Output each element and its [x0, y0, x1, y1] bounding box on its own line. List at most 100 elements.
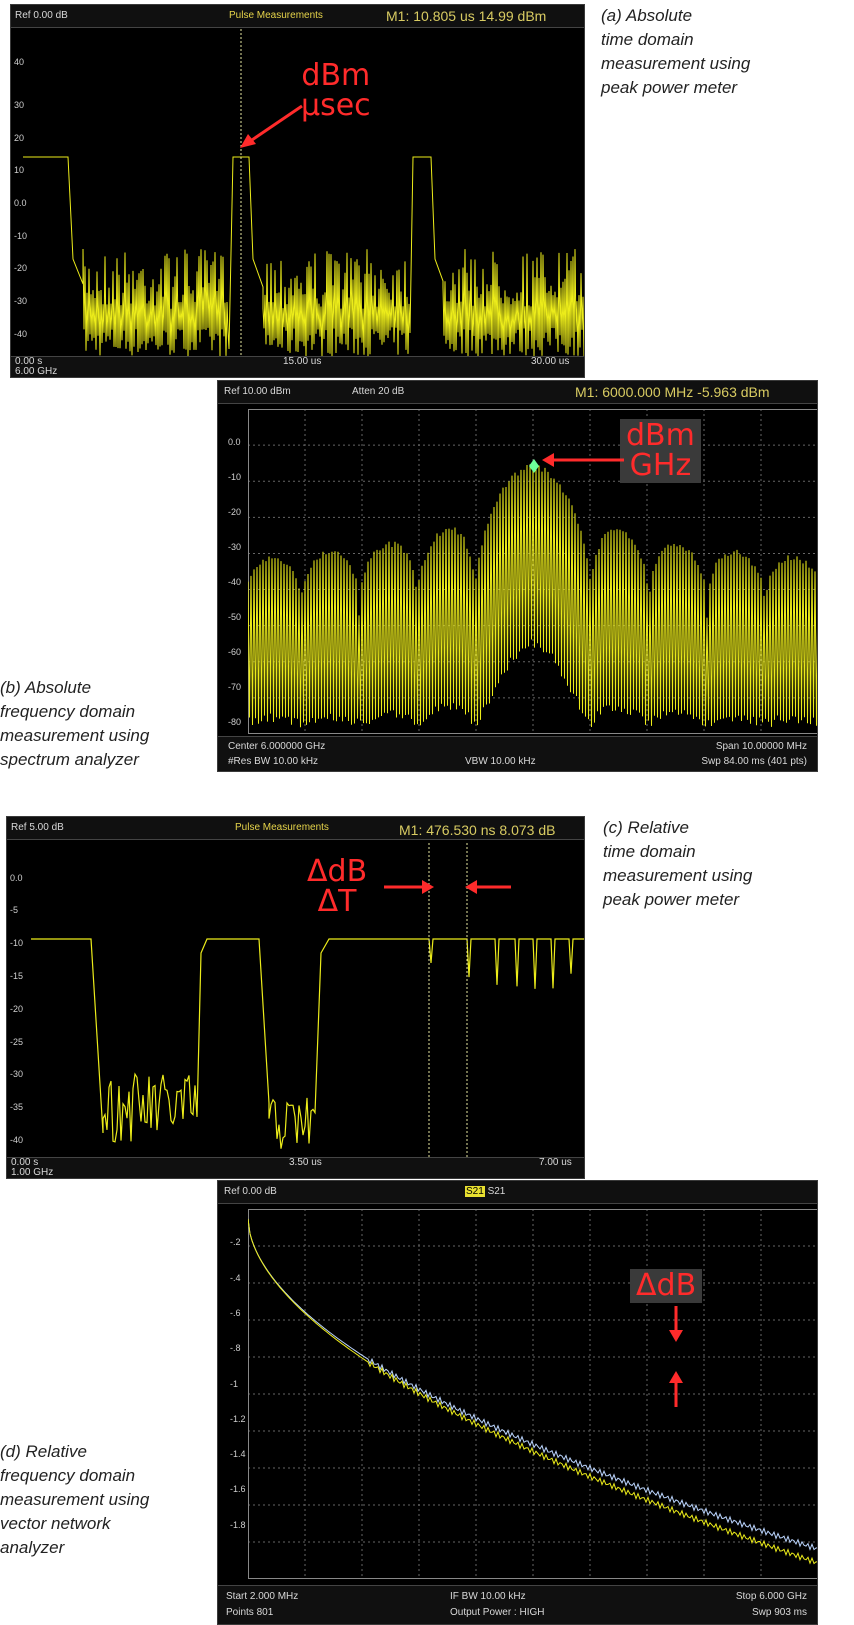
caption-d: (d) Relative frequency domain measuremen… — [0, 1442, 150, 1557]
panel-c-y-tick: -20 — [10, 1004, 24, 1014]
panel-d-y-tick: -1.2 — [230, 1414, 246, 1424]
caption-a: (a) Absolute time domain measurement usi… — [601, 6, 751, 97]
panel-a-marker-readout: M1: 10.805 us 14.99 dBm — [386, 8, 547, 24]
panel-a-y-tick: 30 — [14, 100, 25, 110]
panel-d-callout-arrow-down — [669, 1306, 683, 1342]
panel-b-footer: Center 6.000000 GHz Span 10.00000 MHz #R… — [218, 736, 817, 771]
caption-c: (c) Relative time domain measurement usi… — [603, 818, 753, 909]
panel-a-y-tick: 0.0 — [14, 198, 27, 208]
panel-d-y-tick: -1.8 — [230, 1520, 246, 1530]
panel-b-marker-diamond — [529, 459, 539, 473]
panel-d-y-tick: -.6 — [230, 1308, 241, 1318]
panel-b-video-bw: VBW 10.00 kHz — [465, 756, 536, 767]
panel-c-y-tick: -5 — [10, 905, 19, 915]
panel-d-y-tick: -1.6 — [230, 1484, 246, 1494]
panel-b-y-tick: -70 — [228, 682, 242, 692]
panel-c-y-tick: 0.0 — [10, 873, 23, 883]
panel-a-footer: 0.00 s 15.00 us 30.00 us 6.00 GHz — [11, 356, 584, 377]
panel-a-y-tick: 10 — [14, 165, 25, 175]
panel-c-callout-delta-t: ΔT — [317, 884, 357, 919]
panel-c-frequency: 1.00 GHz — [11, 1167, 54, 1178]
panel-c-y-tick: -25 — [10, 1037, 24, 1047]
panel-c-x-mid: 3.50 us — [289, 1157, 322, 1168]
panel-d-trace-labels: S21 S21 — [465, 1186, 505, 1197]
panel-b-y-tick: -40 — [228, 577, 242, 587]
panel-b-res-bw: #Res BW 10.00 kHz — [228, 756, 319, 767]
panel-b-callout: dBm GHz — [620, 419, 701, 483]
panel-a-callout-arrow — [240, 104, 303, 148]
panel-b-sweep-time: Swp 84.00 ms (401 pts) — [701, 756, 807, 767]
panel-d-start-frequency: Start 2.000 MHz — [226, 1591, 299, 1602]
panel-d-output-power: Output Power : HIGH — [450, 1607, 545, 1618]
panel-b-attenuation: Atten 20 dB — [352, 386, 405, 397]
panel-b-ref-level: Ref 10.00 dBm — [224, 386, 291, 397]
panel-b-y-tick: -10 — [228, 472, 242, 482]
panel-b-center-frequency: Center 6.000000 GHz — [228, 741, 326, 752]
panel-a-trace-area — [23, 29, 584, 359]
panel-b-marker-readout: M1: 6000.000 MHz -5.963 dBm — [575, 384, 770, 400]
panel-a-frequency: 6.00 GHz — [15, 366, 58, 377]
panel-c-callout: ΔdB ΔT — [307, 857, 367, 917]
panel-b-y-tick: -60 — [228, 647, 242, 657]
panel-b-y-tick: -20 — [228, 507, 242, 517]
panel-d-points: Points 801 — [226, 1607, 274, 1618]
panel-b-plot-border — [248, 409, 817, 734]
panel-d-trace-yellow — [247, 1218, 817, 1565]
panel-d-trace-area — [247, 1209, 817, 1579]
panel-a-title: Pulse Measurements — [229, 10, 323, 21]
panel-b-trace-area — [247, 409, 817, 734]
panel-b-callout-unit-frequency: GHz — [629, 448, 692, 483]
panel-d-callout-arrow-up — [669, 1371, 683, 1407]
panel-d-footer: Start 2.000 MHz IF BW 10.00 kHz Stop 6.0… — [218, 1585, 817, 1624]
panel-c-y-tick: -15 — [10, 971, 24, 981]
panel-d-y-tick: -1.4 — [230, 1449, 246, 1459]
panel-a-y-tick: -10 — [14, 231, 28, 241]
panel-d-sweep-time: Swp 903 ms — [751, 1607, 807, 1618]
panel-d-ref-level: Ref 0.00 dB — [224, 1186, 277, 1197]
panel-d-trace-blue — [247, 1218, 817, 1551]
panel-d-plot — [247, 1209, 817, 1579]
panel-c-footer: 0.00 s 3.50 us 7.00 us 1.00 GHz — [7, 1157, 584, 1178]
panel-c-ref-level: Ref 5.00 dB — [11, 822, 64, 833]
panel-d-y-tick: -1 — [230, 1379, 239, 1389]
panel-d-stop-frequency: Stop 6.000 GHz — [735, 1591, 807, 1602]
panel-d-other-trace[interactable]: S21 — [487, 1186, 506, 1197]
panel-d-active-trace[interactable]: S21 — [465, 1186, 485, 1197]
panel-a-header: Ref 0.00 dB Pulse Measurements M1: 10.80… — [11, 5, 584, 28]
panel-b-y-tick: -30 — [228, 542, 242, 552]
panel-b-span: Span 10.00000 MHz — [715, 741, 807, 752]
panel-a-y-tick: 20 — [14, 133, 25, 143]
panel-b-y-tick: 0.0 — [228, 437, 241, 447]
panel-c-y-tick: -10 — [10, 938, 24, 948]
panel-c-marker-readout: M1: 476.530 ns 8.073 dB — [399, 822, 556, 838]
panel-c-header: Ref 5.00 dB Pulse Measurements M1: 476.5… — [7, 817, 584, 840]
panel-b-y-tick: -50 — [228, 612, 242, 622]
panel-d-header: Ref 0.00 dB S21 S21 — [218, 1181, 817, 1204]
panel-a-time-domain: Ref 0.00 dB Pulse Measurements M1: 10.80… — [10, 4, 585, 378]
panel-d-y-tick: -.4 — [230, 1273, 241, 1283]
panel-c-callout-delta-db: ΔdB — [307, 854, 368, 889]
panel-c-x-start: 0.00 s — [11, 1157, 39, 1168]
panel-a-y-tick: 40 — [14, 57, 25, 67]
panel-c-trace-area — [31, 843, 584, 1160]
panel-a-trace — [23, 156, 584, 358]
panel-c-x-end: 7.00 us — [539, 1157, 572, 1168]
panel-b-callout-arrow — [542, 453, 624, 467]
panel-c-title: Pulse Measurements — [235, 822, 329, 833]
panel-b-plot — [247, 409, 817, 734]
panel-a-x-start: 0.00 s — [15, 356, 43, 367]
panel-a-callout: dBm µsec — [301, 61, 371, 121]
panel-c-time-domain: Ref 5.00 dB Pulse Measurements M1: 476.5… — [6, 816, 585, 1179]
panel-a-callout-unit-time: µsec — [301, 88, 371, 123]
panel-c-callout-arrow-right — [384, 880, 434, 894]
panel-d-plot-border — [248, 1209, 817, 1579]
panel-c-plot — [31, 843, 584, 1160]
panel-b-header: Ref 10.00 dBm Atten 20 dB M1: 6000.000 M… — [218, 381, 817, 404]
panel-a-callout-unit-power: dBm — [301, 58, 371, 93]
panel-a-y-tick: -40 — [14, 329, 28, 339]
panel-c-y-tick: -35 — [10, 1102, 24, 1112]
panel-d-if-bandwidth: IF BW 10.00 kHz — [450, 1591, 526, 1602]
panel-d-y-tick: -.8 — [230, 1343, 241, 1353]
panel-c-y-tick: -40 — [10, 1135, 24, 1145]
panel-d-y-tick: -.2 — [230, 1237, 241, 1247]
